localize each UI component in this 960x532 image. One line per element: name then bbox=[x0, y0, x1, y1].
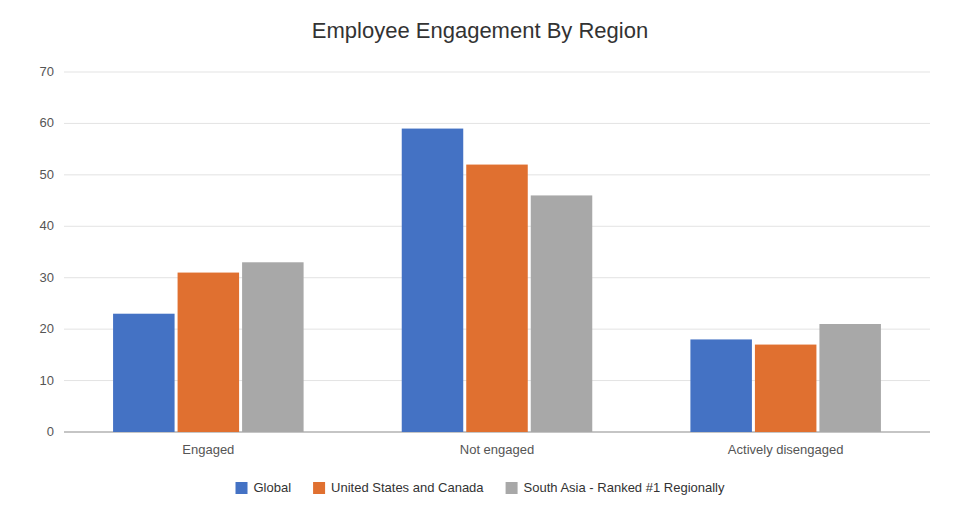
legend-item: Global bbox=[236, 480, 292, 495]
y-tick-label: 70 bbox=[40, 64, 54, 79]
chart-svg: Employee Engagement By Region 0 10 20 30 40 50… bbox=[0, 0, 960, 532]
grid-line bbox=[64, 72, 930, 73]
bar bbox=[755, 345, 817, 432]
legend-swatch bbox=[236, 482, 248, 494]
y-tick-label: 0 bbox=[47, 424, 54, 439]
x-tick-label: Not engaged bbox=[460, 442, 534, 457]
series bbox=[242, 195, 881, 432]
y-axis: 0 10 20 30 40 50 60 70 bbox=[40, 64, 54, 439]
x-tick-label: Actively disengaged bbox=[728, 442, 844, 457]
y-tick-label: 50 bbox=[40, 167, 54, 182]
x-tick-label: Engaged bbox=[182, 442, 234, 457]
legend-swatch bbox=[506, 482, 518, 494]
chart-container: Employee Engagement By Region 0 10 20 30 40 50… bbox=[0, 0, 960, 532]
page: {"chart_data": {"type": "bar", "title": … bbox=[0, 0, 960, 532]
y-tick-label: 60 bbox=[40, 115, 54, 130]
legend-label: United States and Canada bbox=[331, 480, 484, 495]
y-tick-label: 20 bbox=[40, 321, 54, 336]
legend-item: South Asia - Ranked #1 Regionally bbox=[506, 480, 725, 495]
series bbox=[178, 165, 817, 432]
bar bbox=[466, 165, 528, 432]
legend: Global United States and Canada South Asia… bbox=[236, 480, 725, 495]
grid-line bbox=[64, 123, 930, 124]
bar bbox=[690, 339, 752, 432]
y-tick-label: 40 bbox=[40, 218, 54, 233]
bar bbox=[242, 262, 304, 432]
chart-title: Employee Engagement By Region bbox=[312, 18, 648, 43]
bar bbox=[178, 273, 240, 432]
legend-label: South Asia - Ranked #1 Regionally bbox=[524, 480, 725, 495]
bar bbox=[531, 195, 593, 432]
grid bbox=[64, 72, 930, 432]
x-axis: Engaged Not engaged Actively disengaged bbox=[182, 442, 843, 457]
legend-swatch bbox=[313, 482, 325, 494]
legend-label: Global bbox=[254, 480, 292, 495]
legend-item: United States and Canada bbox=[313, 480, 484, 495]
y-tick-label: 10 bbox=[40, 373, 54, 388]
series bbox=[113, 129, 752, 432]
bar bbox=[819, 324, 881, 432]
bars bbox=[113, 129, 881, 432]
y-tick-label: 30 bbox=[40, 270, 54, 285]
bar bbox=[113, 314, 175, 432]
bar bbox=[402, 129, 464, 432]
